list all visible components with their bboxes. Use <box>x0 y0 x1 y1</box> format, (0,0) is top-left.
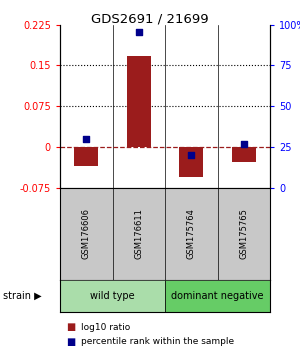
Point <box>84 136 89 142</box>
Text: GSM176606: GSM176606 <box>82 208 91 259</box>
Bar <box>218 188 270 280</box>
Text: GSM175764: GSM175764 <box>187 208 196 259</box>
Text: percentile rank within the sample: percentile rank within the sample <box>81 337 234 346</box>
Text: GDS2691 / 21699: GDS2691 / 21699 <box>91 12 209 25</box>
Text: strain ▶: strain ▶ <box>3 291 42 301</box>
Bar <box>112 188 165 280</box>
Text: log10 ratio: log10 ratio <box>81 323 130 332</box>
Point <box>189 152 194 158</box>
Bar <box>74 147 98 166</box>
Bar <box>179 147 203 177</box>
Text: ■: ■ <box>66 337 75 347</box>
Bar <box>60 188 112 280</box>
Point <box>242 141 246 147</box>
Text: GSM176611: GSM176611 <box>134 208 143 259</box>
Text: ■: ■ <box>66 322 75 332</box>
Bar <box>60 280 165 312</box>
Bar <box>127 56 151 147</box>
Point <box>136 29 141 35</box>
Text: GSM175765: GSM175765 <box>239 208 248 259</box>
Text: wild type: wild type <box>90 291 135 301</box>
Text: dominant negative: dominant negative <box>171 291 264 301</box>
Bar <box>165 280 270 312</box>
Bar <box>165 188 217 280</box>
Bar <box>232 147 256 162</box>
